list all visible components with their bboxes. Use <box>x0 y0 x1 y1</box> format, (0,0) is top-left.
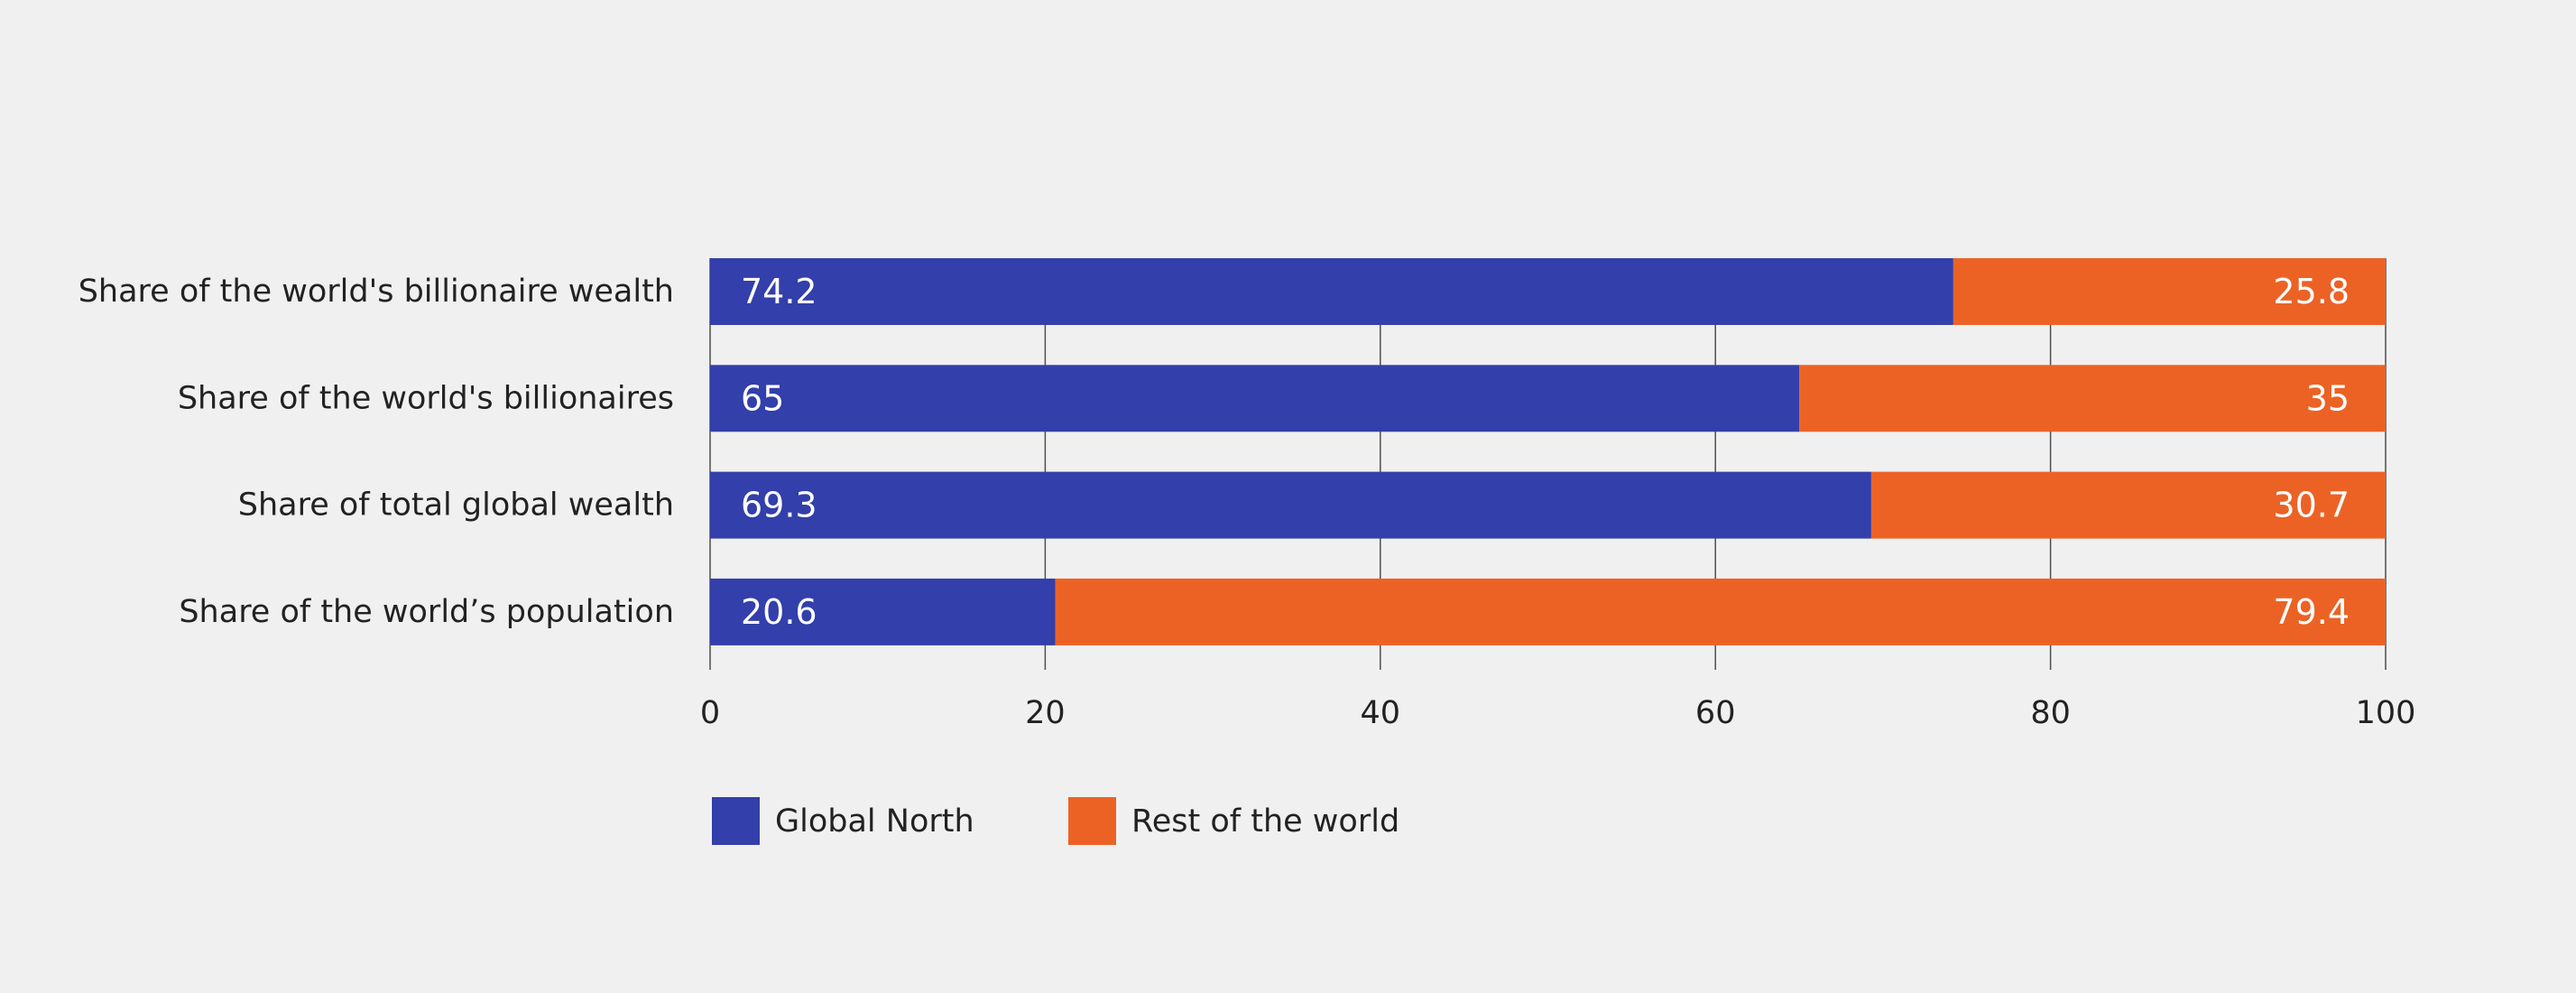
bar-global-north-3 <box>710 578 1056 645</box>
bar-value-label-1-3: 79.4 <box>2273 592 2350 632</box>
bar-value-label-1-0: 25.8 <box>2273 272 2350 311</box>
category-label-3: Share of the world’s population <box>179 594 674 630</box>
bar-global-north-1 <box>710 365 1800 432</box>
x-tick-label-40: 40 <box>1361 695 1401 731</box>
legend-swatch-1 <box>1068 797 1116 845</box>
bar-global-north-0 <box>710 258 1953 325</box>
bar-rest-of-world-1 <box>1799 365 2386 432</box>
category-label-2: Share of total global wealth <box>238 487 674 524</box>
bars: 74.2 25.8 65 35 69.3 30.7 20.6 79.4 <box>710 258 2386 645</box>
x-tick-label-20: 20 <box>1025 695 1066 731</box>
bar-rest-of-world-3 <box>1055 578 2386 645</box>
legend-label-0: Global North <box>775 803 974 840</box>
bar-value-label-1-1: 35 <box>2306 378 2350 418</box>
legend-swatch-0 <box>712 797 760 845</box>
x-tick-label-100: 100 <box>2356 695 2416 731</box>
bar-rest-of-world-0 <box>1953 258 2386 325</box>
category-label-0: Share of the world's billionaire wealth <box>78 274 674 310</box>
legend: Global North Rest of the world <box>712 797 1399 845</box>
bar-value-label-0-1: 65 <box>741 378 784 418</box>
bar-value-label-0-3: 20.6 <box>741 592 817 632</box>
bar-global-north-2 <box>710 471 1871 539</box>
bar-rest-of-world-2 <box>1870 471 2386 539</box>
category-labels: Share of the world's billionaire wealth S… <box>78 274 674 630</box>
x-axis: 0 20 40 60 80 100 <box>700 695 2416 731</box>
bar-value-label-0-2: 69.3 <box>741 486 817 525</box>
category-label-1: Share of the world's billionaires <box>178 380 674 416</box>
x-tick-label-0: 0 <box>700 695 720 731</box>
bar-value-label-0-0: 74.2 <box>741 272 817 311</box>
legend-label-1: Rest of the world <box>1131 803 1399 840</box>
bar-value-label-1-2: 30.7 <box>2273 486 2350 525</box>
x-tick-label-80: 80 <box>2030 695 2071 731</box>
x-tick-label-60: 60 <box>1695 695 1736 731</box>
